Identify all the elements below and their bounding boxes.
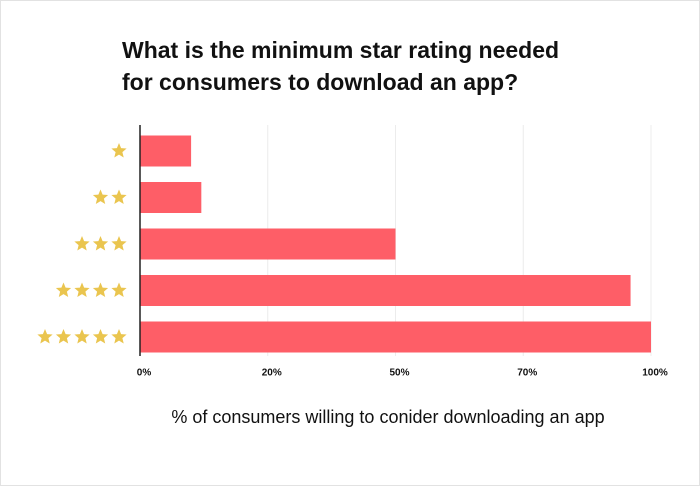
bar <box>140 228 396 260</box>
bar <box>140 275 631 306</box>
chart-title: What is the minimum star rating needed <box>122 37 559 63</box>
x-tick-label: 20% <box>262 368 282 379</box>
star-icon <box>111 236 127 251</box>
star-icon <box>92 236 109 251</box>
star-icon <box>92 329 109 344</box>
star-icon <box>74 329 90 344</box>
x-tick-label: 100% <box>642 368 668 379</box>
x-axis-label: % of consumers willing to conider downlo… <box>171 407 604 427</box>
star-icon <box>74 282 90 297</box>
chart-title: for consumers to download an app? <box>122 69 518 95</box>
star-icon <box>111 143 127 158</box>
star-icon <box>92 189 109 204</box>
star-icon <box>111 329 127 344</box>
x-tick-label: 50% <box>389 368 409 379</box>
star-icon <box>92 282 109 297</box>
bar <box>140 321 651 353</box>
star-icon <box>37 329 53 344</box>
star-icon <box>74 236 90 251</box>
star-icon <box>55 282 72 297</box>
bar <box>140 135 192 167</box>
star-icon <box>111 282 127 297</box>
x-tick-label: 0% <box>137 368 152 379</box>
x-tick-label: 70% <box>517 368 537 379</box>
star-icon <box>111 189 127 204</box>
bar <box>140 182 202 213</box>
star-icon <box>55 329 72 344</box>
